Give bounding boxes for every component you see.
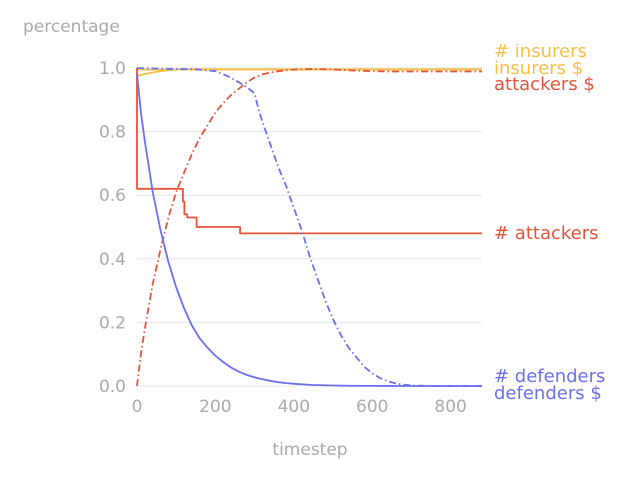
legend-entry: # insurers <box>494 41 587 62</box>
series-line-defenders <box>136 67 482 387</box>
x-tick-label: 800 <box>434 397 466 417</box>
y-tick-label: 0.0 <box>99 377 126 397</box>
legend-entry: # defenders <box>494 366 605 387</box>
y-axis-title: percentage <box>23 17 120 37</box>
grid-lines <box>137 67 482 387</box>
y-tick-label: 0.8 <box>99 123 126 143</box>
legend-entry: # attackers <box>494 223 599 244</box>
x-tick-label: 400 <box>278 397 310 417</box>
x-tick-label: 600 <box>356 397 388 417</box>
x-tick-labels: 0 200 400 600 800 <box>132 397 467 417</box>
legend-entry: insurers $ <box>494 58 583 79</box>
x-tick-label: 0 <box>132 397 143 417</box>
legend-entry: attackers $ <box>494 74 595 95</box>
x-axis-title: timestep <box>272 440 347 460</box>
y-tick-label: 1.0 <box>99 59 126 79</box>
x-tick-label: 200 <box>199 397 231 417</box>
series-line-attackers <box>136 68 482 235</box>
y-tick-label: 0.2 <box>99 313 126 333</box>
y-tick-labels: 0.0 0.2 0.4 0.6 0.8 1.0 <box>99 59 126 397</box>
series-line-attackers <box>136 68 482 387</box>
y-tick-label: 0.4 <box>99 250 126 270</box>
series-line-defenders <box>136 74 482 387</box>
legend-entry: defenders $ <box>494 383 602 404</box>
series-lines <box>136 67 482 387</box>
y-tick-label: 0.6 <box>99 186 126 206</box>
